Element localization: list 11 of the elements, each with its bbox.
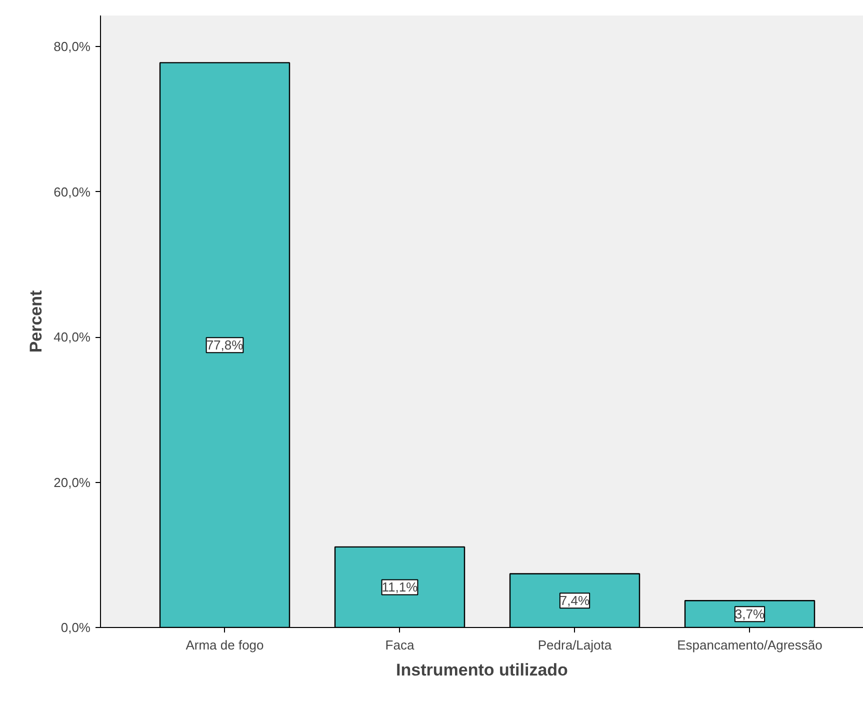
x-axis-title: Instrumento utilizado [396, 660, 568, 680]
x-tick-label: Pedra/Lajota [538, 638, 612, 652]
x-tick-label: Espancamento/Agressão [677, 638, 822, 652]
y-tick-label: 40,0% [54, 330, 91, 345]
y-axis-title: Percent [26, 290, 46, 353]
y-tick-label: 60,0% [54, 184, 91, 200]
y-tick-label: 80,0% [54, 39, 91, 54]
y-tick-label: 20,0% [54, 474, 91, 490]
y-tick-label: 0,0% [60, 620, 91, 635]
x-tick-label: Faca [385, 638, 415, 652]
x-tick-label: Arma de fogo [186, 638, 264, 652]
